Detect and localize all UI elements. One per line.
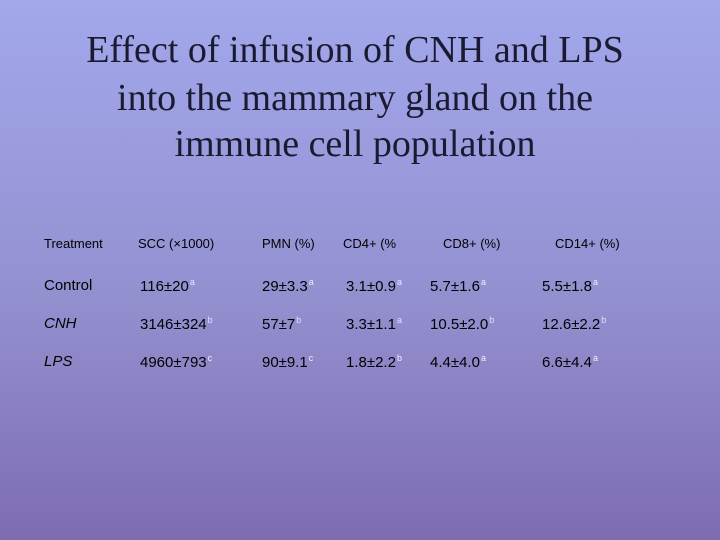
cell-value: 6.6±4.4: [542, 354, 592, 371]
row-label: Control: [44, 277, 92, 294]
table-cell: 12.6±2.2b: [542, 315, 606, 333]
cell-value: 1.8±2.2: [346, 354, 396, 371]
table-cell: 116±20a: [140, 277, 195, 295]
cell-value: 12.6±2.2: [542, 316, 601, 333]
superscript: c: [308, 353, 314, 363]
superscript: a: [396, 315, 402, 325]
cell-value: 3146±324: [140, 316, 207, 333]
cell-value: 4960±793: [140, 354, 207, 371]
cell-value: 4.4±4.0: [430, 354, 480, 371]
cell-value: 5.7±1.6: [430, 278, 480, 295]
title-line: Effect of infusion of CNH and LPS: [86, 29, 624, 71]
cell-value: LPS: [44, 353, 73, 370]
cell-value: 3.3±1.1: [346, 316, 396, 333]
cell-value: 29±3.3: [262, 278, 308, 295]
table-cell: 10.5±2.0b: [430, 315, 494, 333]
cell-value: 10.5±2.0: [430, 316, 489, 333]
superscript: a: [396, 277, 402, 287]
title-line: immune cell population: [174, 123, 536, 165]
superscript: b: [489, 315, 495, 325]
table-cell: 4960±793c: [140, 353, 212, 371]
superscript: c: [207, 353, 213, 363]
cell-value: Control: [44, 277, 93, 294]
cell-value: 3.1±0.9: [346, 278, 396, 295]
column-header: CD4+ (%: [343, 236, 397, 251]
column-header: Treatment: [44, 236, 103, 251]
superscript: b: [296, 315, 302, 325]
cell-value: 116±20: [140, 278, 189, 295]
superscript: b: [601, 315, 607, 325]
table-cell: 3146±324b: [140, 315, 213, 333]
cell-value: 57±7: [262, 316, 296, 333]
table-cell: 57±7b: [262, 315, 301, 333]
table-cell: 29±3.3a: [262, 277, 314, 295]
table-cell: 4.4±4.0a: [430, 353, 486, 371]
title-line: into the mammary gland on the: [117, 77, 593, 119]
superscript: a: [308, 277, 314, 287]
column-header: PMN (%): [262, 236, 315, 251]
superscript: b: [207, 315, 213, 325]
table-cell: 1.8±2.2b: [346, 353, 402, 371]
superscript: a: [480, 277, 486, 287]
superscript: a: [592, 353, 598, 363]
cell-value: 5.5±1.8: [542, 278, 592, 295]
cell-value: 90±9.1: [262, 354, 308, 371]
table-cell: 6.6±4.4a: [542, 353, 598, 371]
table-cell: 5.5±1.8a: [542, 277, 598, 295]
table-cell: 3.1±0.9a: [346, 277, 402, 295]
superscript: a: [592, 277, 598, 287]
superscript: a: [480, 353, 486, 363]
column-header: CD8+ (%): [443, 236, 501, 251]
row-label: LPS: [44, 353, 72, 370]
superscript: a: [189, 277, 195, 287]
column-header: CD14+ (%): [555, 236, 620, 251]
row-label: CNH: [44, 315, 77, 332]
table-cell: 90±9.1c: [262, 353, 313, 371]
superscript: b: [396, 353, 402, 363]
cell-value: CNH: [44, 315, 77, 332]
column-header: SCC (×1000): [138, 236, 215, 251]
table-cell: 3.3±1.1a: [346, 315, 402, 333]
table-cell: 5.7±1.6a: [430, 277, 486, 295]
